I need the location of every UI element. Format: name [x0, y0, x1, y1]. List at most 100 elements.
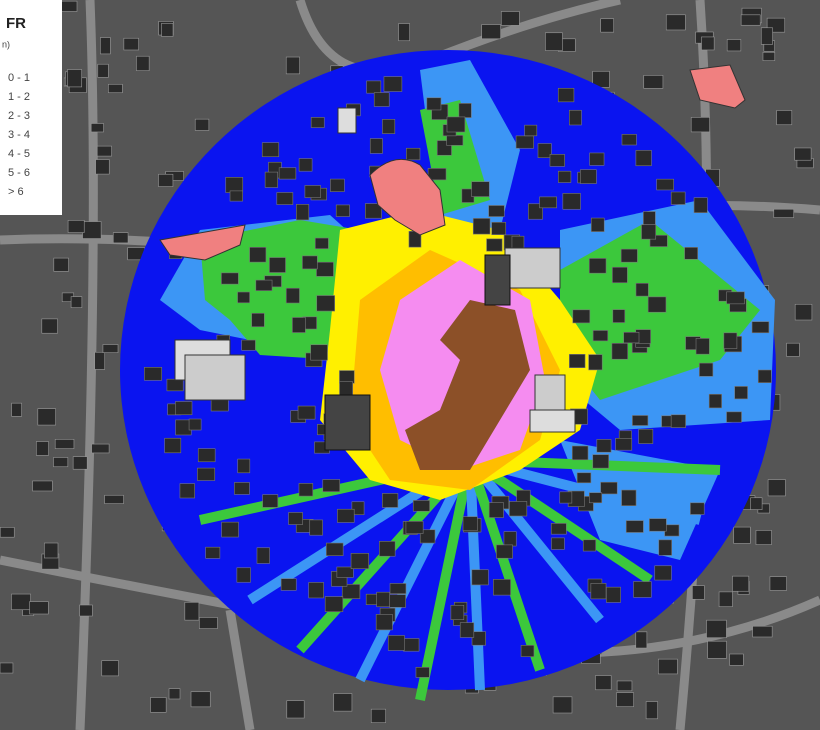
building — [459, 622, 475, 638]
building — [471, 569, 489, 586]
building — [462, 516, 478, 532]
building — [690, 117, 710, 133]
building — [29, 601, 49, 615]
building — [276, 192, 294, 205]
building — [726, 39, 742, 52]
building — [558, 170, 572, 183]
building — [144, 366, 163, 381]
building — [621, 489, 637, 507]
building — [325, 542, 344, 556]
building — [486, 238, 503, 252]
building — [488, 502, 504, 518]
building — [308, 582, 324, 599]
building — [708, 393, 722, 409]
legend-items: 0 - 1 1 - 2 2 - 3 3 - 4 4 - 5 5 - 6 > 6 — [8, 72, 30, 198]
building — [596, 439, 612, 453]
legend-label: 4 - 5 — [8, 148, 30, 160]
building — [755, 530, 772, 545]
building — [190, 691, 211, 708]
building — [322, 479, 341, 492]
building — [616, 692, 634, 707]
building — [316, 295, 335, 312]
building — [337, 107, 357, 134]
building — [559, 491, 573, 504]
building — [241, 339, 256, 351]
building — [366, 80, 382, 94]
building — [237, 291, 250, 304]
building — [54, 439, 75, 449]
building — [419, 529, 436, 544]
building — [412, 500, 430, 512]
building — [633, 581, 652, 598]
building — [37, 408, 56, 426]
building — [623, 331, 640, 344]
building — [481, 24, 501, 40]
building — [757, 369, 772, 383]
building — [549, 154, 565, 167]
building — [695, 338, 710, 355]
building — [95, 159, 110, 175]
building — [262, 494, 279, 508]
building — [670, 191, 686, 205]
building — [670, 414, 686, 428]
building — [450, 604, 465, 620]
building — [389, 594, 406, 608]
building — [285, 287, 300, 304]
building — [337, 508, 355, 523]
building — [205, 546, 221, 559]
building — [545, 32, 563, 51]
building — [718, 591, 733, 608]
building — [286, 700, 305, 719]
building — [44, 542, 59, 559]
building — [179, 483, 195, 499]
building — [150, 697, 167, 713]
building — [612, 266, 628, 284]
building — [612, 309, 626, 323]
large-buildings — [159, 64, 746, 451]
legend-label: 1 - 2 — [8, 91, 30, 103]
building — [261, 142, 280, 158]
building — [592, 330, 609, 342]
building — [643, 211, 656, 225]
building — [292, 317, 306, 333]
building — [621, 134, 637, 146]
building — [336, 566, 354, 578]
building — [225, 177, 244, 193]
building — [488, 205, 505, 217]
building — [373, 92, 390, 107]
building — [562, 193, 581, 210]
building — [159, 224, 246, 261]
building — [701, 36, 715, 51]
building — [314, 237, 329, 250]
building — [0, 662, 14, 674]
road — [225, 609, 255, 730]
building — [288, 512, 303, 525]
building — [649, 518, 667, 532]
zone — [405, 300, 530, 470]
building — [638, 428, 654, 444]
building — [734, 386, 748, 400]
building — [552, 696, 573, 714]
legend-unit: n) — [2, 39, 10, 49]
building — [641, 224, 657, 240]
building — [500, 11, 520, 26]
building — [369, 138, 383, 154]
building — [458, 103, 472, 118]
building — [647, 296, 667, 313]
building — [269, 257, 286, 273]
building — [102, 344, 119, 353]
building — [310, 344, 328, 361]
building — [382, 493, 399, 508]
building — [123, 37, 139, 51]
building — [427, 168, 447, 181]
building — [776, 110, 793, 126]
streak — [467, 455, 653, 585]
building — [557, 87, 575, 103]
building — [339, 370, 355, 384]
building — [405, 521, 424, 534]
building — [234, 482, 250, 495]
building — [316, 261, 334, 277]
building — [740, 14, 761, 26]
building — [369, 158, 446, 236]
